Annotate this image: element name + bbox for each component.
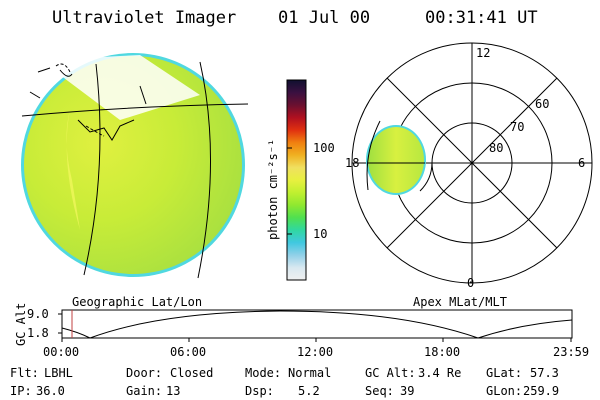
colorbar-unit-label: photon cm⁻²s⁻¹ [266,138,280,240]
altitude-ylabel: GC Alt [14,302,28,346]
auroral-oval-image [366,125,426,195]
mlt-label-6: 6 [578,156,586,170]
earth-disk-image [21,53,245,277]
flt-value: LBHL [44,366,73,380]
left-panel-caption: Geographic Lat/Lon [72,295,203,309]
lat-label-60: 60 [535,97,550,111]
mode-label: Mode: [245,366,282,380]
mlt-label-0: 0 [467,276,475,290]
altitude-ytick-top: 9.0 [27,307,49,321]
ip-value: 36.0 [36,384,65,398]
coastline-dashes [55,63,105,137]
time-label: 00:31:41 UT [425,8,538,28]
seq-value: 39 [400,384,415,398]
seq-label: Seq: [365,384,394,398]
mlt-label-12: 12 [476,46,491,60]
gcalt-value: 3.4 Re [418,366,462,380]
colorbar-label-100: 100 [313,141,335,155]
polar-grid-overlay [366,120,433,192]
gcalt-label: GC Alt: [365,366,416,380]
dsp-label: Dsp: [245,384,274,398]
glat-value: 57.3 [530,366,559,380]
app-title: Ultraviolet Imager [52,8,237,28]
flt-label: Flt: [10,366,39,380]
altitude-xtick: 18:00 [424,345,461,359]
date-label: 01 Jul 00 [278,8,371,28]
altitude-xtick: 12:00 [297,345,334,359]
right-panel-caption: Apex MLat/MLT [413,295,507,309]
mode-value: Normal [288,366,332,380]
dsp-value: 5.2 [298,384,320,398]
gain-value: 13 [166,384,181,398]
glon-label: GLon: [486,384,523,398]
colorbar-label-10: 10 [313,227,328,241]
ip-label: IP: [10,384,32,398]
altitude-plot [58,309,573,342]
altitude-ytick-bottom: 1.8 [27,326,49,340]
door-value: Closed [170,366,214,380]
altitude-xtick: 23:59 [553,345,590,359]
gain-label: Gain: [126,384,163,398]
geo-grid [21,61,249,279]
glon-value: 259.9 [523,384,560,398]
colorbar [286,79,307,281]
door-label: Door: [126,366,163,380]
lat-label-80: 80 [489,141,504,155]
altitude-xtick: 06:00 [170,345,207,359]
mlt-label-18: 18 [345,156,360,170]
glat-label: GLat: [486,366,523,380]
lat-label-70: 70 [510,120,525,134]
altitude-xtick: 00:00 [43,345,80,359]
